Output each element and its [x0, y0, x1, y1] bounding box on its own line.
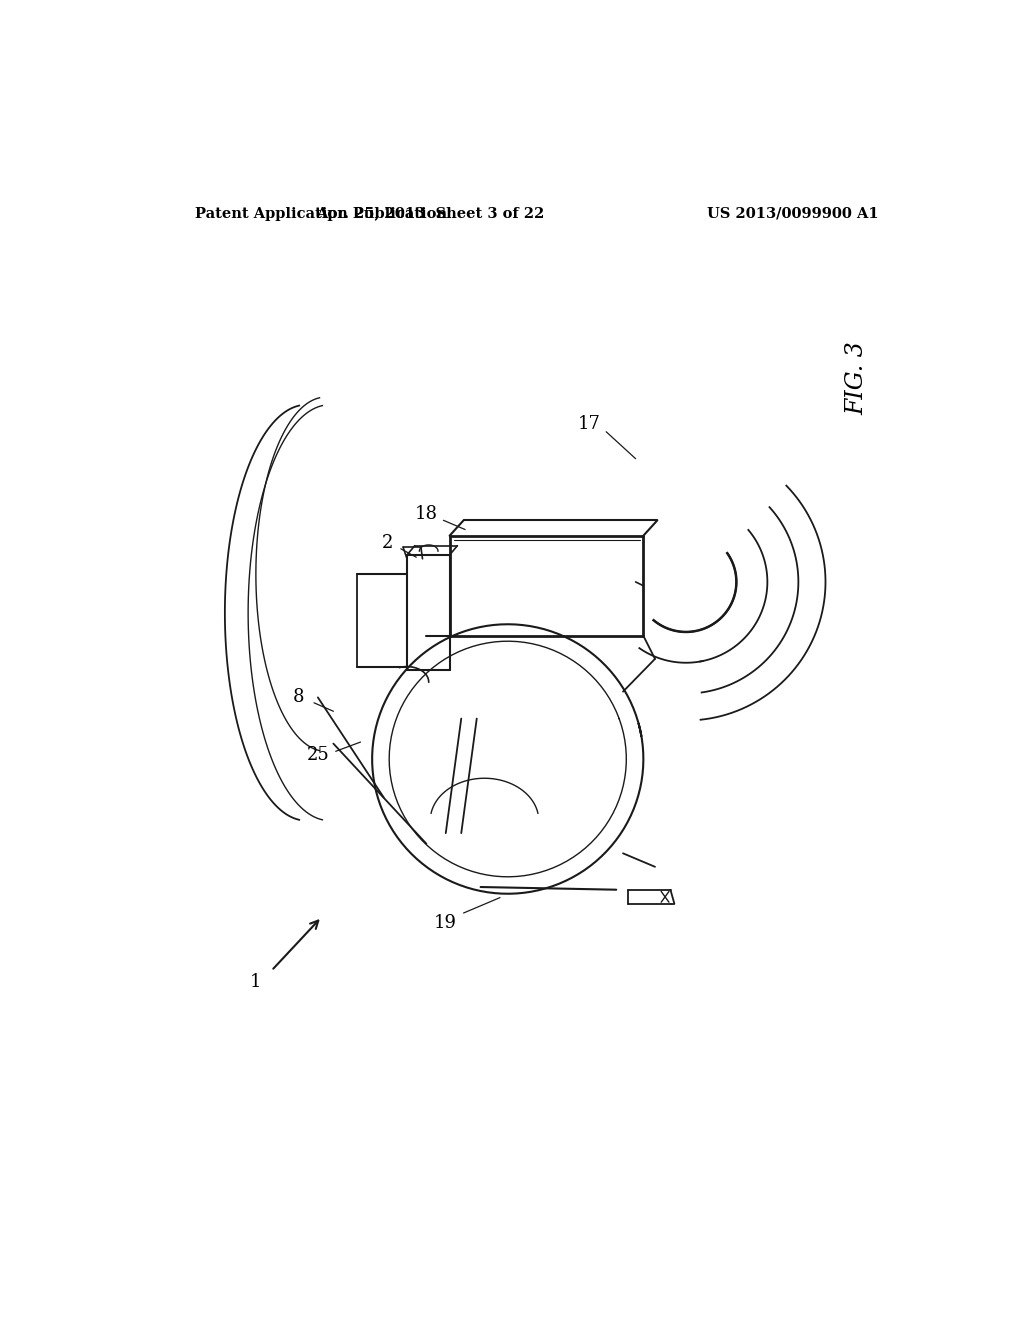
Text: 1: 1 — [250, 973, 261, 991]
Text: 2: 2 — [382, 535, 393, 552]
Text: US 2013/0099900 A1: US 2013/0099900 A1 — [708, 207, 879, 220]
Text: Patent Application Publication: Patent Application Publication — [196, 207, 447, 220]
Text: 25: 25 — [306, 746, 330, 764]
Text: 17: 17 — [578, 414, 600, 433]
Text: Apr. 25, 2013  Sheet 3 of 22: Apr. 25, 2013 Sheet 3 of 22 — [316, 207, 545, 220]
Text: 18: 18 — [415, 506, 438, 523]
Text: 19: 19 — [434, 913, 458, 932]
Text: 8: 8 — [293, 689, 304, 706]
Text: FIG. 3: FIG. 3 — [845, 341, 868, 414]
